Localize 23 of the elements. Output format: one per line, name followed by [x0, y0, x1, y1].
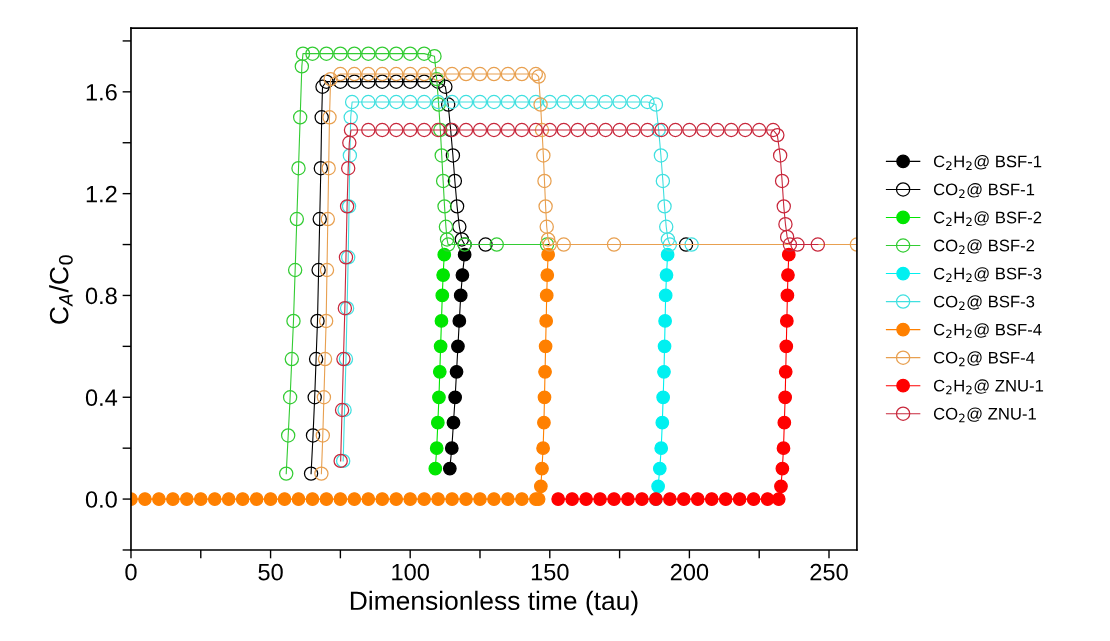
legend-label: CO$_{2}$@ BSF-1: [933, 183, 1035, 198]
y-tick-label: 1.2: [86, 185, 117, 203]
legend-label: CO$_{2}$@ BSF-4: [933, 351, 1035, 367]
legend-label: C$_{2}$H$_{2}$@ BSF-2: [933, 211, 1042, 226]
legend-label: C$_{2}$H$_{2}$@ BSF-3: [933, 267, 1042, 283]
y-axis-title: C$_{A}$/C$_{0}$: [49, 255, 73, 324]
legend-label: CO$_{2}$@ ZNU-1: [933, 407, 1036, 423]
y-tick-label: 0.4: [85, 389, 118, 407]
legend-label: CO$_{2}$@ BSF-3: [933, 295, 1035, 311]
legend-label: C$_{2}$H$_{2}$@ BSF-1: [933, 155, 1042, 170]
legend-label: C$_{2}$H$_{2}$@ ZNU-1: [933, 379, 1044, 395]
x-tick-label: 150: [531, 563, 569, 581]
legend-label: CO$_{2}$@ BSF-2: [933, 239, 1035, 254]
x-tick-label: 50: [258, 563, 283, 581]
x-tick-label: 100: [392, 563, 429, 581]
y-tick-label: 1.6: [86, 83, 117, 101]
legend-label: C$_{2}$H$_{2}$@ BSF-4: [933, 323, 1042, 339]
x-tick-label: 0: [125, 563, 137, 581]
x-tick-label: 200: [670, 563, 709, 581]
y-tick-label: 0.8: [85, 287, 117, 305]
x-tick-label: 250: [810, 563, 848, 581]
y-tick-label: 0.0: [85, 491, 117, 508]
x-axis-title: Dimensionless time (tau): [350, 590, 638, 616]
